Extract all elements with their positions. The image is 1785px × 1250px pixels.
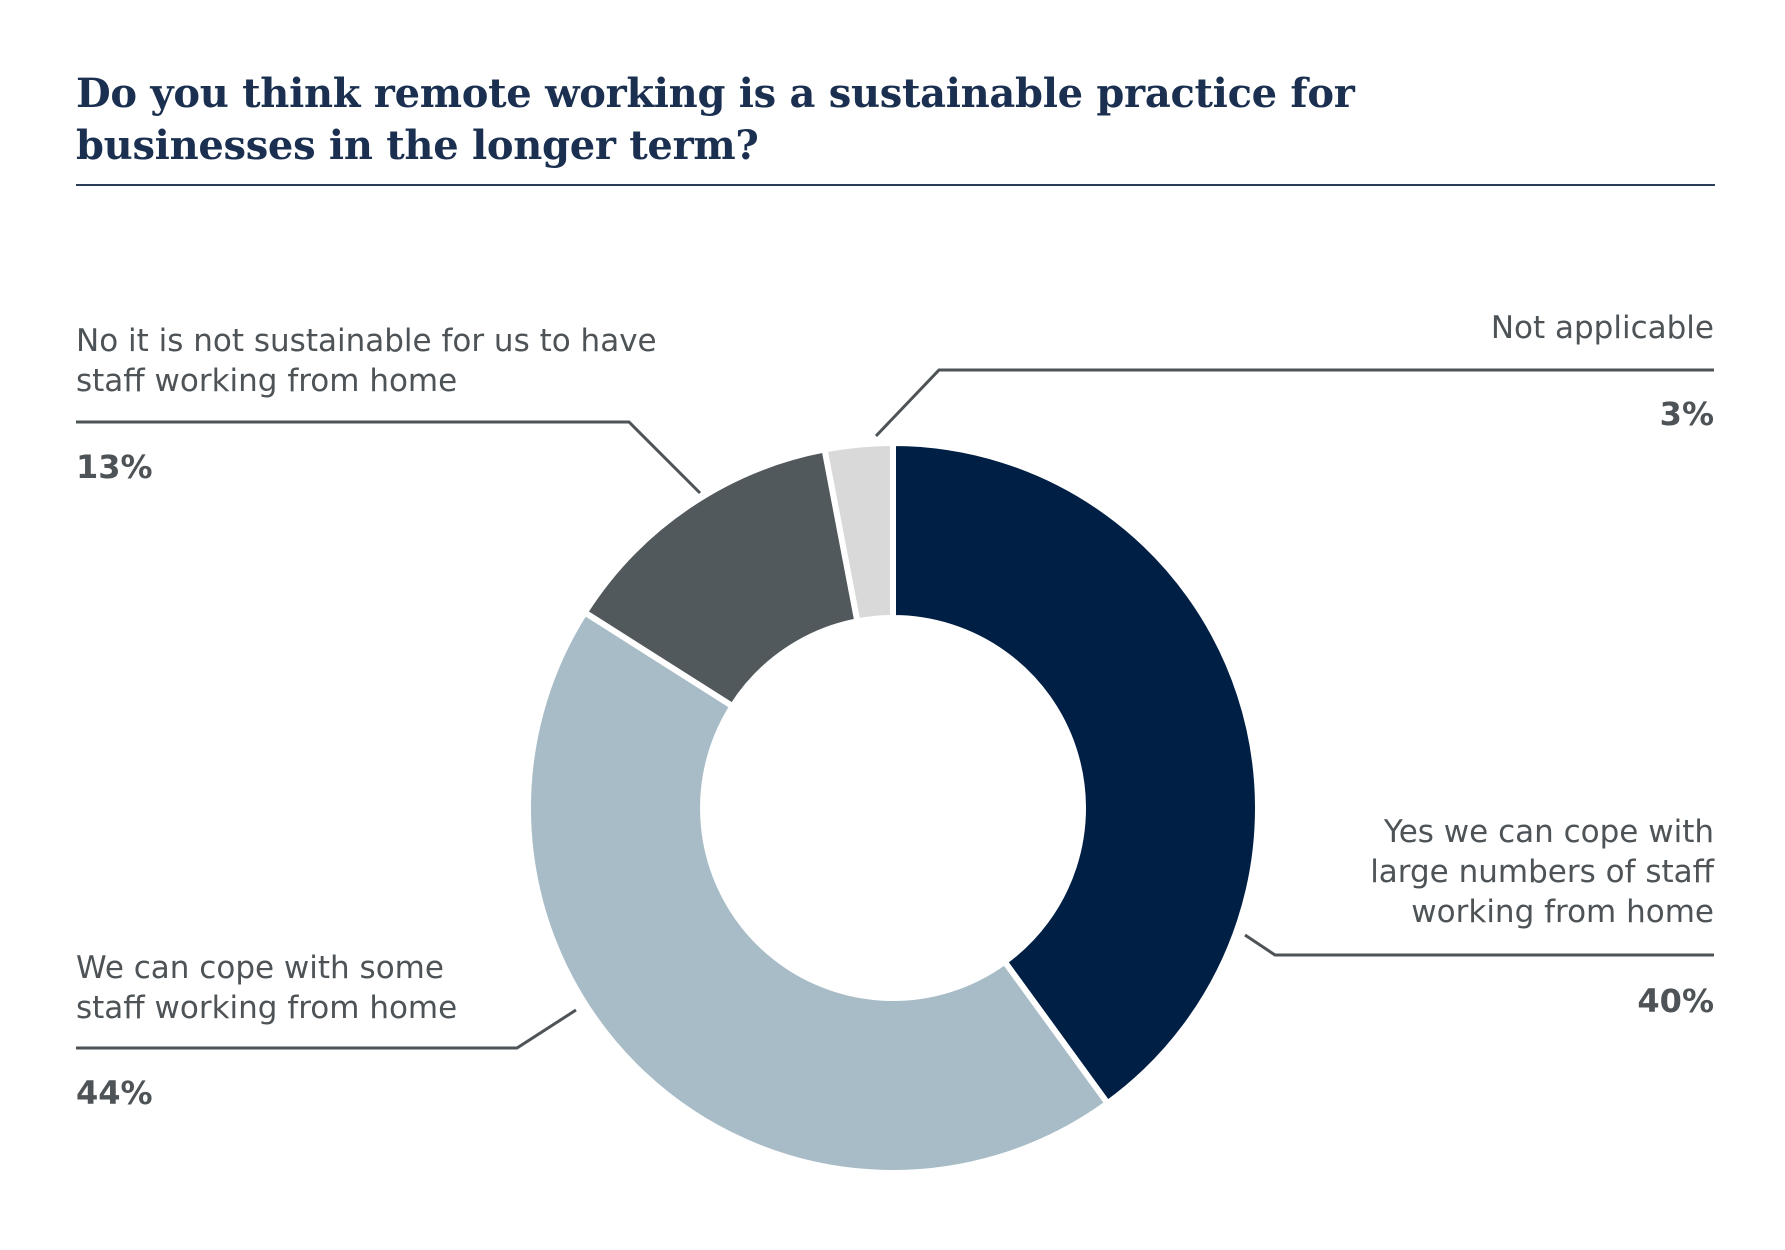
- slice-label-yes-line-2: large numbers of staff: [1370, 854, 1714, 890]
- slice-label-yes-line-3: working from home: [1411, 894, 1714, 930]
- donut-slice-yes: [890, 440, 1261, 1107]
- slice-label-group-no: No it is not sustainable for us to have …: [76, 323, 657, 486]
- slice-value-some: 44%: [76, 1074, 153, 1112]
- slice-label-na-line-1: Not applicable: [1491, 310, 1714, 346]
- donut-slice-na: [821, 440, 896, 625]
- slice-label-group-yes: Yes we can cope with large numbers of st…: [1370, 814, 1714, 1020]
- donut-slice-no: [581, 446, 861, 710]
- title-divider: [76, 184, 1715, 186]
- chart-title: Do you think remote working is a sustain…: [76, 70, 1355, 169]
- slice-value-no: 13%: [76, 448, 153, 486]
- slice-value-na: 3%: [1660, 395, 1714, 433]
- slice-label-yes-line-1: Yes we can cope with: [1383, 814, 1714, 850]
- leader-line-yes: [1244, 933, 1714, 957]
- leader-line-no: [76, 420, 702, 495]
- donut-slices: [525, 440, 1261, 1176]
- slice-value-yes: 40%: [1637, 982, 1714, 1020]
- slice-label-group-na: Not applicable 3%: [1491, 310, 1714, 433]
- slice-label-some-line-1: We can cope with some: [76, 950, 444, 986]
- leader-line-na: [874, 368, 1714, 438]
- leader-line-some: [76, 1008, 577, 1050]
- slice-label-no-line-1: No it is not sustainable for us to have: [76, 323, 657, 359]
- slice-label-no-line-2: staff working from home: [76, 363, 457, 399]
- donut-slice-some: [525, 609, 1111, 1176]
- leader-lines: [76, 368, 1714, 1050]
- slice-label-some-line-2: staff working from home: [76, 990, 457, 1026]
- slice-label-group-some: We can cope with some staff working from…: [76, 950, 457, 1112]
